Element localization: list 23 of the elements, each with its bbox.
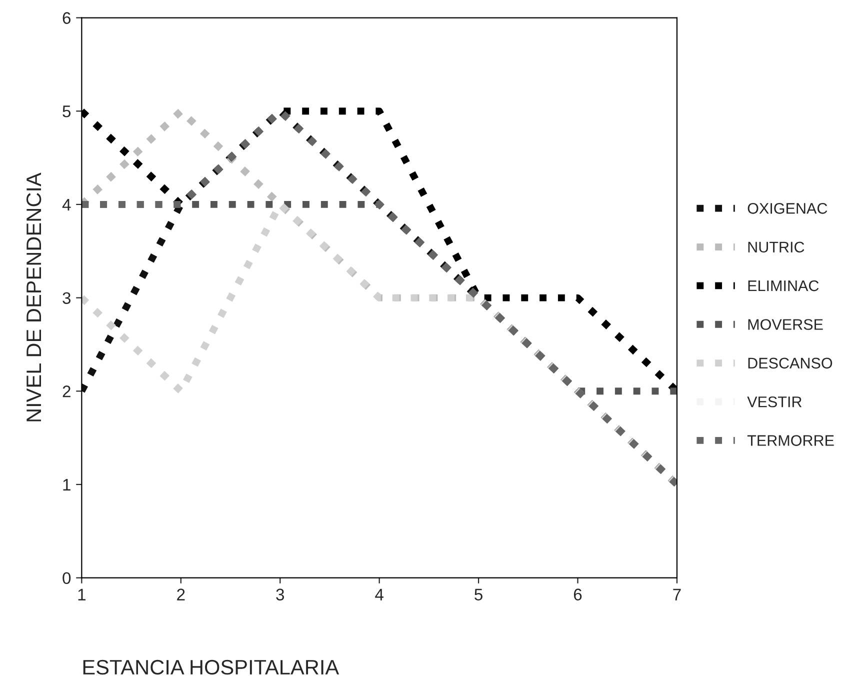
y-tick-label: 5	[62, 106, 71, 118]
legend-label: NUTRIC	[748, 242, 804, 253]
y-tick-label: 2	[62, 386, 70, 398]
legend-label: OXIGENAC	[748, 203, 828, 214]
x-tick-label: 4	[375, 588, 384, 600]
x-tick-label: 6	[574, 588, 582, 600]
x-tick-label: 3	[276, 588, 284, 600]
y-tick-label: 0	[62, 572, 71, 584]
x-tick-label: 7	[673, 588, 681, 600]
legend-label: VESTIR	[747, 396, 802, 408]
x-tick-label: 1	[78, 588, 86, 600]
y-tick-label: 6	[62, 12, 71, 24]
x-axis-title: ESTANCIA HOSPITALARIA	[83, 660, 340, 675]
legend-label: MOVERSE	[748, 319, 823, 330]
y-axis-title: NIVEL DE DEPENDENCIA	[26, 172, 42, 422]
y-tick-label: 1	[63, 479, 70, 491]
x-tick-label: 2	[177, 588, 185, 600]
legend-label: DESCANSO	[748, 358, 832, 369]
legend-label: ELIMINAC	[748, 280, 819, 292]
legend-label: TERMORRE	[747, 435, 834, 446]
y-tick-label: 4	[62, 199, 71, 210]
y-tick-label: 3	[62, 292, 71, 304]
x-tick-label: 5	[474, 588, 482, 600]
